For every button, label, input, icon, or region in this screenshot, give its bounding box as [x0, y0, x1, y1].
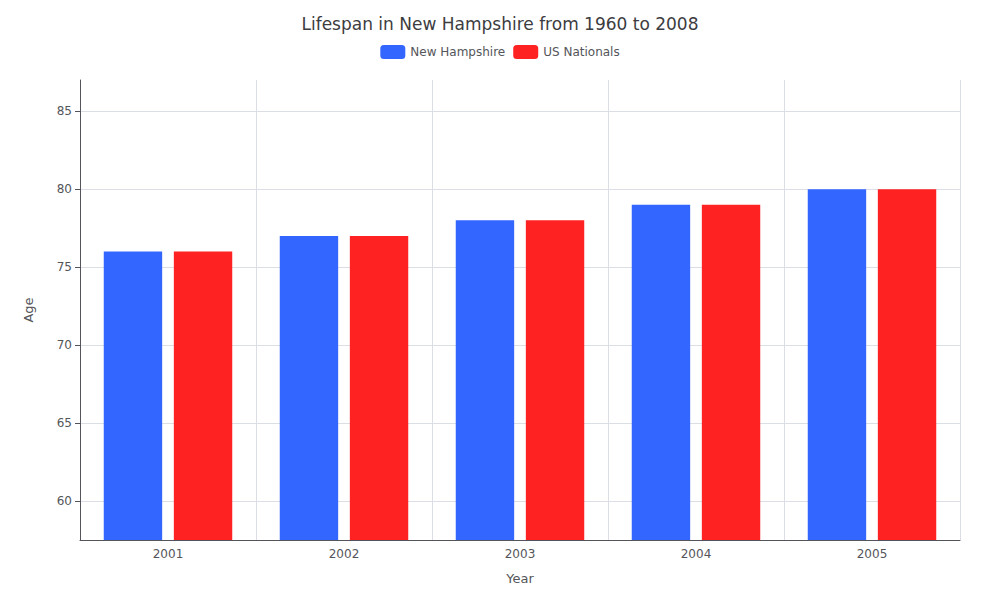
svg-text:2002: 2002 [329, 547, 360, 561]
svg-text:60: 60 [57, 494, 72, 508]
svg-text:Lifespan in New Hampshire from: Lifespan in New Hampshire from 1960 to 2… [301, 14, 698, 34]
svg-text:New Hampshire: New Hampshire [410, 45, 505, 59]
svg-text:80: 80 [57, 182, 72, 196]
svg-text:2005: 2005 [857, 547, 888, 561]
svg-text:2004: 2004 [681, 547, 712, 561]
svg-text:70: 70 [57, 338, 72, 352]
svg-text:Year: Year [505, 571, 534, 586]
svg-text:Age: Age [21, 297, 36, 322]
svg-text:85: 85 [57, 104, 72, 118]
svg-text:65: 65 [57, 416, 72, 430]
svg-text:2003: 2003 [505, 547, 536, 561]
svg-text:75: 75 [57, 260, 72, 274]
svg-text:US Nationals: US Nationals [543, 45, 619, 59]
svg-text:2001: 2001 [153, 547, 184, 561]
